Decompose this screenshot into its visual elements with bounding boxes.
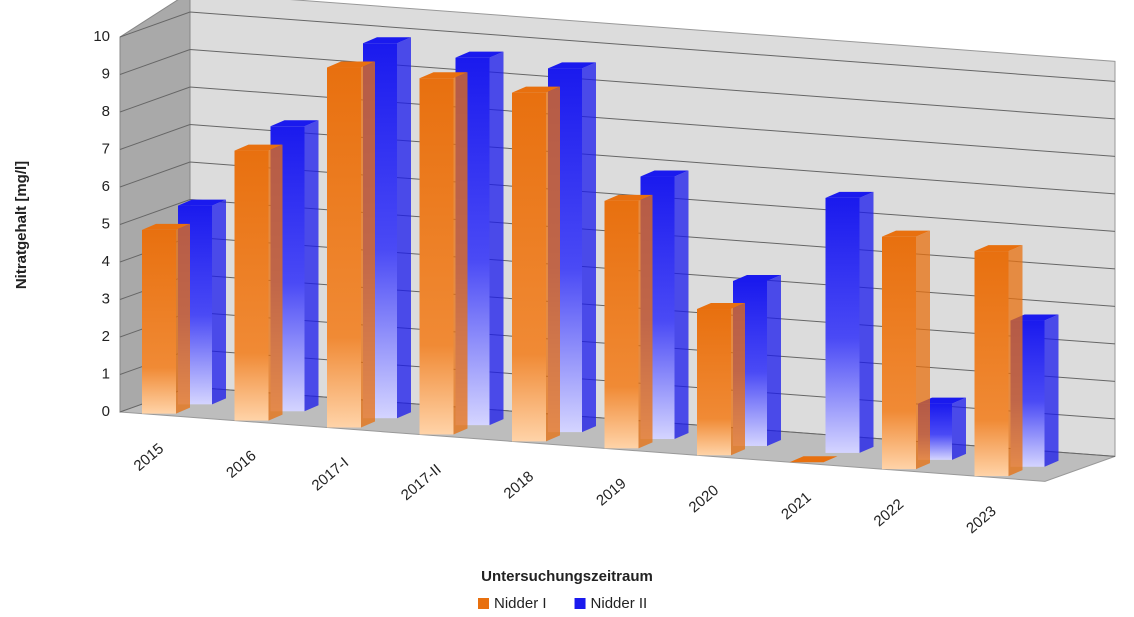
bar-top <box>604 194 653 201</box>
legend-swatch <box>478 598 489 609</box>
grid-line <box>119 48 1116 120</box>
y-tick-label: 7 <box>102 140 110 157</box>
bar-side <box>1008 245 1023 477</box>
bar-top <box>270 120 319 127</box>
bar-top <box>548 62 596 69</box>
x-tick-label: 2019 <box>593 475 629 509</box>
bar-side <box>489 51 504 426</box>
bar-top <box>363 37 411 44</box>
bar-side <box>212 199 226 405</box>
bar <box>697 309 731 456</box>
bar-top <box>882 230 930 237</box>
bar-top <box>825 191 874 198</box>
grid-line <box>119 161 1116 232</box>
bar-top <box>697 303 745 310</box>
bar-top <box>974 245 1023 252</box>
bar-top <box>142 223 190 230</box>
bar-top <box>733 274 781 281</box>
bar-side <box>1044 314 1059 467</box>
x-tick-label: 2018 <box>501 468 537 502</box>
bar-side <box>916 230 930 470</box>
bar-side <box>731 303 745 456</box>
grid-line <box>119 123 1116 195</box>
bar-top <box>789 456 838 463</box>
bar-side <box>638 194 653 449</box>
bar <box>142 229 176 414</box>
bar-side <box>952 397 966 460</box>
x-tick-label: 2022 <box>871 496 907 530</box>
y-tick-label: 8 <box>102 103 110 120</box>
x-axis-title: Untersuchungszeitraum <box>481 568 653 585</box>
bar-side <box>859 191 874 453</box>
bar-side <box>674 170 689 440</box>
legend-label: Nidder II <box>591 595 648 612</box>
x-tick-label: 2023 <box>963 503 999 537</box>
bar <box>825 197 860 453</box>
y-tick-label: 0 <box>102 403 110 420</box>
bar-top <box>327 61 375 68</box>
x-tick-label: 2021 <box>778 489 814 523</box>
bar-side <box>582 62 596 433</box>
bar-side <box>397 37 411 419</box>
bar <box>327 67 361 428</box>
bar <box>604 200 639 449</box>
x-tick-label: 2016 <box>223 447 259 481</box>
bar-side <box>268 144 283 421</box>
bar-top <box>455 51 504 58</box>
bar-side <box>304 120 319 412</box>
y-tick-label: 2 <box>102 328 110 345</box>
grid-line <box>119 11 1116 82</box>
x-tick-label: 2020 <box>686 482 722 516</box>
y-tick-label: 6 <box>102 178 110 195</box>
bar <box>419 78 454 435</box>
y-axis-title: Nitratgehalt [mg/l] <box>13 161 30 289</box>
y-tick-label: 1 <box>102 365 110 382</box>
grid-line <box>119 198 1116 270</box>
bar-side <box>453 72 468 435</box>
y-tick-label: 4 <box>102 253 110 270</box>
bar-top <box>178 199 226 206</box>
x-tick-label: 2017-II <box>398 461 445 504</box>
y-tick-label: 5 <box>102 215 110 232</box>
bar-top <box>512 86 560 93</box>
legend-label: Nidder I <box>494 595 547 612</box>
y-tick-label: 10 <box>93 28 110 45</box>
x-tick-label: 2017-I <box>309 454 353 494</box>
y-tick-label: 3 <box>102 290 110 307</box>
bar-side <box>361 61 375 428</box>
bar <box>882 236 916 470</box>
bar-side <box>176 223 190 414</box>
legend-swatch <box>574 598 586 609</box>
bar-side <box>546 86 560 442</box>
x-tick-label: 2015 <box>131 440 167 474</box>
bar-top <box>640 170 689 177</box>
y-tick-label: 9 <box>102 65 110 82</box>
bar-side <box>767 274 781 446</box>
bar <box>234 150 269 421</box>
bar-top <box>234 144 283 151</box>
bar <box>512 92 546 442</box>
bar <box>974 251 1009 477</box>
bar-top <box>419 72 468 79</box>
grid-line <box>119 86 1116 157</box>
